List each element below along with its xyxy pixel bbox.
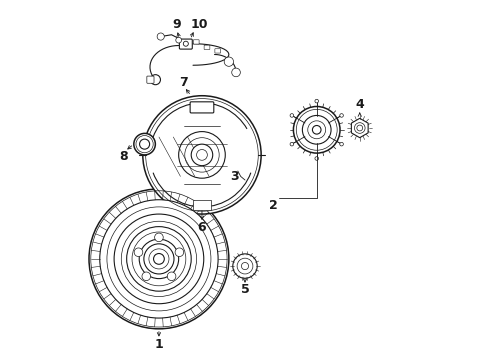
Text: 7: 7 xyxy=(179,76,188,89)
Text: 1: 1 xyxy=(154,338,163,351)
Circle shape xyxy=(128,228,190,289)
FancyBboxPatch shape xyxy=(194,40,199,44)
Circle shape xyxy=(122,221,196,297)
Circle shape xyxy=(313,126,321,134)
Circle shape xyxy=(134,248,143,257)
Circle shape xyxy=(354,123,365,133)
FancyBboxPatch shape xyxy=(215,49,221,53)
Circle shape xyxy=(233,254,257,278)
Circle shape xyxy=(302,116,331,144)
Circle shape xyxy=(143,96,261,214)
Circle shape xyxy=(196,149,207,160)
Bar xyxy=(193,200,211,211)
Circle shape xyxy=(183,41,188,46)
Circle shape xyxy=(155,233,163,242)
Circle shape xyxy=(315,99,318,103)
Polygon shape xyxy=(351,118,368,138)
Circle shape xyxy=(237,258,253,274)
Text: 2: 2 xyxy=(270,199,278,212)
Circle shape xyxy=(114,214,204,304)
Circle shape xyxy=(185,138,219,172)
Circle shape xyxy=(232,68,240,77)
Circle shape xyxy=(179,132,225,178)
Circle shape xyxy=(142,272,150,280)
FancyBboxPatch shape xyxy=(147,76,154,83)
Text: 9: 9 xyxy=(172,18,181,31)
FancyBboxPatch shape xyxy=(179,39,192,49)
Circle shape xyxy=(340,142,343,146)
Circle shape xyxy=(340,114,343,117)
Circle shape xyxy=(132,232,186,286)
Circle shape xyxy=(315,157,318,160)
Text: 4: 4 xyxy=(355,98,364,111)
Circle shape xyxy=(242,262,248,270)
Text: 3: 3 xyxy=(230,170,239,183)
Text: 10: 10 xyxy=(191,18,208,31)
Text: 8: 8 xyxy=(119,150,127,163)
Circle shape xyxy=(191,144,213,166)
Circle shape xyxy=(357,125,363,131)
Text: 6: 6 xyxy=(197,221,206,234)
Circle shape xyxy=(167,272,176,280)
Circle shape xyxy=(153,253,164,264)
Circle shape xyxy=(290,142,294,146)
Text: 5: 5 xyxy=(241,283,249,296)
Circle shape xyxy=(294,107,340,153)
Circle shape xyxy=(149,249,169,269)
Circle shape xyxy=(134,134,155,155)
Circle shape xyxy=(157,33,164,40)
Circle shape xyxy=(175,248,184,257)
Circle shape xyxy=(150,75,160,85)
FancyBboxPatch shape xyxy=(190,102,214,113)
Circle shape xyxy=(100,200,218,318)
Circle shape xyxy=(107,207,211,311)
Circle shape xyxy=(290,114,294,117)
Circle shape xyxy=(126,226,191,291)
Circle shape xyxy=(144,244,174,274)
FancyBboxPatch shape xyxy=(204,45,210,49)
Circle shape xyxy=(308,121,326,139)
Circle shape xyxy=(176,37,181,43)
Circle shape xyxy=(139,239,179,279)
Circle shape xyxy=(89,189,229,329)
Circle shape xyxy=(140,139,149,149)
Circle shape xyxy=(224,57,234,66)
